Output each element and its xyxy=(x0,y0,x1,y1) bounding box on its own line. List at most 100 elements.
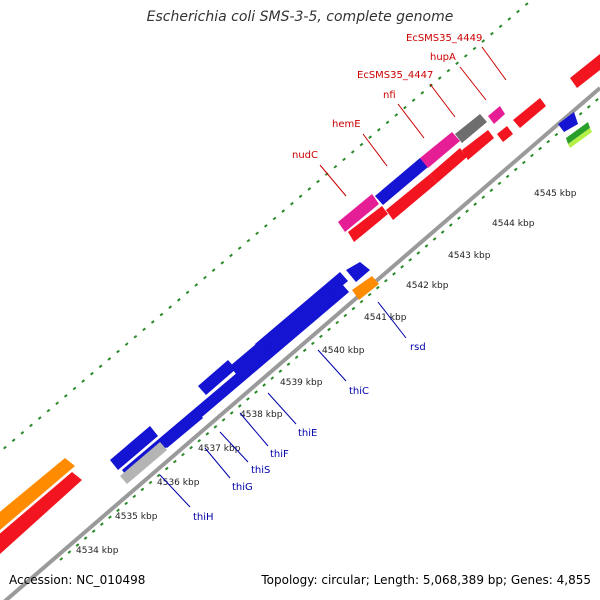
gene-orange-rsd xyxy=(352,276,379,300)
gene-blue-thiC xyxy=(255,272,348,353)
tick-mark xyxy=(546,139,551,144)
tick-mark xyxy=(472,46,477,51)
gene-red-left xyxy=(0,472,82,554)
tick-mark xyxy=(246,238,251,243)
gene-label: thiH xyxy=(193,512,214,523)
tick-mark xyxy=(595,98,599,102)
tick-mark xyxy=(394,113,399,117)
tick-mark xyxy=(554,132,559,137)
kbp-label: 4537 kbp xyxy=(198,444,241,454)
tick-mark xyxy=(490,31,494,36)
kbp-label: 4544 kbp xyxy=(492,219,535,229)
tick-mark xyxy=(90,371,94,376)
tick-mark xyxy=(400,265,404,269)
kbp-label: 4536 kbp xyxy=(157,478,200,488)
tick-mark xyxy=(99,522,104,526)
tick-mark xyxy=(507,17,512,21)
tick-mark xyxy=(164,466,169,471)
tick-mark xyxy=(229,411,234,415)
gene-red-row-c xyxy=(430,148,467,183)
tick-mark xyxy=(333,164,338,169)
kbp-labels: 4534 kbp 4535 kbp 4536 kbp 4537 kbp 4538 kbp… xyxy=(76,189,577,556)
tick-mark xyxy=(432,237,437,241)
tick-mark xyxy=(307,187,312,191)
tick-mark xyxy=(194,283,199,287)
kbp-label: 4534 kbp xyxy=(76,546,119,556)
gene-magenta-hupA xyxy=(488,106,505,124)
tick-mark xyxy=(189,445,193,450)
tick-mark xyxy=(81,379,86,383)
tick-mark xyxy=(350,150,355,154)
gene-label: thiG xyxy=(232,482,253,493)
tick-mark xyxy=(159,312,164,317)
tick-mark xyxy=(20,431,25,435)
gene-green-right-b xyxy=(568,128,592,148)
tick-mark xyxy=(63,394,68,398)
gene-label: nudC xyxy=(292,150,318,161)
tick-mark xyxy=(124,501,129,506)
tick-mark xyxy=(497,181,502,186)
gene-label: hemE xyxy=(332,119,361,130)
leader-line xyxy=(204,447,231,479)
leader-line xyxy=(481,46,507,81)
kbp-label: 4535 kbp xyxy=(115,512,158,522)
gene-labels: nudC hemE nfi EcSMS35_4447 hupA EcSMS35_4449t… xyxy=(159,33,507,523)
tick-mark xyxy=(3,445,7,450)
kbp-label: 4543 kbp xyxy=(448,251,491,261)
tick-mark xyxy=(411,98,416,102)
gene-red-row-d xyxy=(462,130,494,160)
gene-label: nfi xyxy=(383,90,396,101)
tick-mark xyxy=(83,536,88,540)
tick-mark xyxy=(75,543,80,547)
tick-mark xyxy=(116,508,120,513)
tick-mark xyxy=(455,61,459,66)
leader-line xyxy=(159,474,191,508)
map-title: Escherichia coli SMS-3-5, complete genom… xyxy=(146,9,454,25)
gene-red-row-b xyxy=(386,174,437,220)
tick-mark xyxy=(133,334,138,339)
tick-mark xyxy=(107,357,112,361)
tick-mark xyxy=(172,459,177,464)
tick-mark xyxy=(211,268,216,272)
leader-line xyxy=(319,164,347,197)
tick-mark xyxy=(263,224,268,228)
gene-red-4449 xyxy=(513,98,546,128)
tick-mark xyxy=(465,209,469,213)
leader-line xyxy=(377,301,407,339)
tick-mark xyxy=(310,341,315,346)
tick-mark xyxy=(181,452,185,457)
tick-mark xyxy=(505,174,510,179)
tick-mark xyxy=(67,550,72,554)
tick-mark xyxy=(185,290,190,295)
gene-green-right-a xyxy=(566,122,590,144)
tick-mark xyxy=(316,179,320,184)
tick-mark xyxy=(205,432,210,436)
kbp-label: 4542 kbp xyxy=(406,281,449,291)
tick-mark xyxy=(368,135,373,139)
tick-mark xyxy=(168,305,173,309)
tick-mark xyxy=(142,327,146,332)
tick-mark xyxy=(392,272,396,276)
tick-mark xyxy=(424,244,429,248)
tick-mark xyxy=(278,369,283,373)
tick-mark xyxy=(319,334,323,339)
kbp-label: 4540 kbp xyxy=(322,346,365,356)
gene-red-row-e xyxy=(497,126,513,142)
kbp-label: 4541 kbp xyxy=(364,313,407,323)
gene-orange-left xyxy=(0,458,75,530)
tick-mark xyxy=(124,342,129,346)
tick-mark xyxy=(237,404,242,408)
leader-line xyxy=(317,349,347,382)
tick-mark xyxy=(254,390,258,394)
tick-mark xyxy=(246,397,250,401)
kbp-label: 4538 kbp xyxy=(240,410,283,420)
tick-mark xyxy=(29,423,33,428)
tick-mark xyxy=(408,258,413,262)
tick-mark xyxy=(116,349,120,354)
tick-mark xyxy=(72,386,77,391)
tick-mark xyxy=(586,105,591,109)
tick-mark xyxy=(255,231,259,236)
tick-marks-top xyxy=(3,2,529,450)
kbp-label: 4539 kbp xyxy=(280,378,323,388)
